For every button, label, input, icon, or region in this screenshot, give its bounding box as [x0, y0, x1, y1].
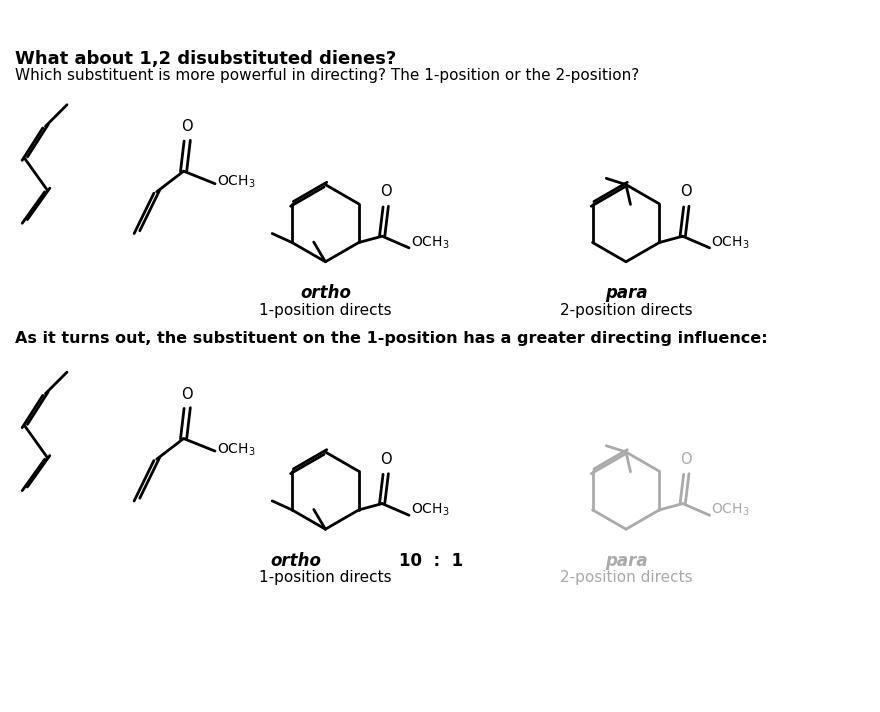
- Text: ortho: ortho: [270, 552, 321, 570]
- Text: O: O: [380, 452, 392, 467]
- Text: Which substituent is more powerful in directing? The 1-position or the 2-positio: Which substituent is more powerful in di…: [15, 68, 639, 83]
- Text: para: para: [605, 552, 648, 570]
- Text: O: O: [181, 120, 193, 135]
- Text: O: O: [680, 452, 693, 467]
- Text: What about 1,2 disubstituted dienes?: What about 1,2 disubstituted dienes?: [15, 50, 396, 68]
- Text: O: O: [181, 387, 193, 402]
- Text: para: para: [605, 284, 648, 302]
- Text: O: O: [680, 184, 693, 199]
- Text: OCH$_3$: OCH$_3$: [411, 234, 450, 251]
- Text: O: O: [380, 184, 392, 199]
- Text: 10  :  1: 10 : 1: [400, 552, 464, 570]
- Text: OCH$_3$: OCH$_3$: [711, 234, 750, 251]
- Text: OCH$_3$: OCH$_3$: [216, 174, 255, 190]
- Text: As it turns out, the substituent on the 1-position has a greater directing influ: As it turns out, the substituent on the …: [15, 331, 767, 346]
- Text: ortho: ortho: [300, 284, 351, 302]
- Text: OCH$_3$: OCH$_3$: [411, 502, 450, 518]
- Text: OCH$_3$: OCH$_3$: [216, 441, 255, 458]
- Text: 1-position directs: 1-position directs: [259, 570, 392, 585]
- Text: 2-position directs: 2-position directs: [560, 570, 693, 585]
- Text: 1-position directs: 1-position directs: [259, 303, 392, 318]
- Text: 2-position directs: 2-position directs: [560, 303, 693, 318]
- Text: OCH$_3$: OCH$_3$: [711, 502, 750, 518]
